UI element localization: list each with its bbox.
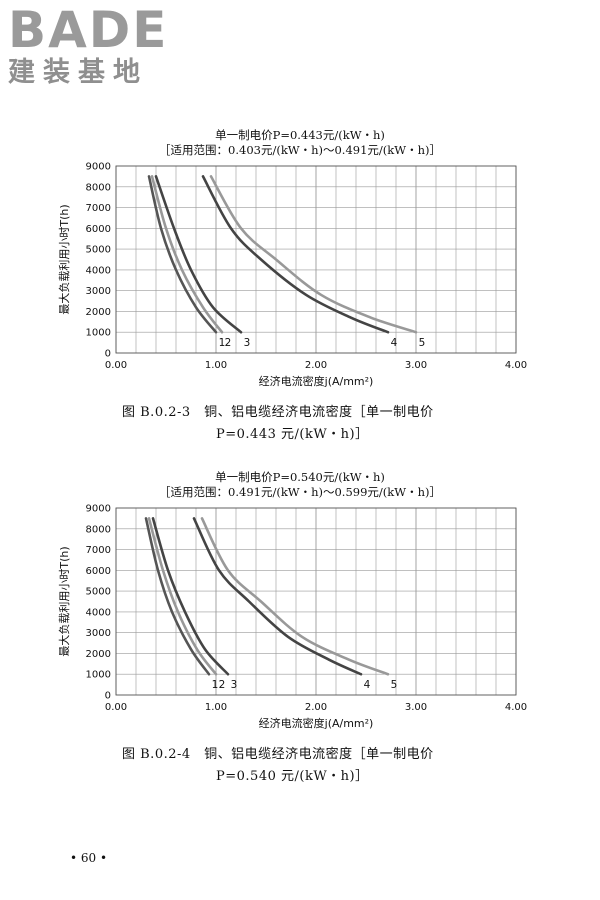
series-line-1 — [147, 175, 218, 334]
series-label-1: 1 — [219, 337, 226, 349]
y-tick-label: 1000 — [86, 328, 111, 339]
y-tick-label: 6000 — [86, 566, 111, 577]
y-tick-label: 0 — [105, 691, 111, 702]
x-tick-label: 1.00 — [205, 702, 227, 713]
y-tick-label: 2000 — [86, 307, 111, 318]
y-tick-label: 9000 — [86, 504, 111, 515]
y-tick-label: 2000 — [86, 649, 111, 660]
y-tick-label: 8000 — [86, 182, 111, 193]
series-label-2: 2 — [225, 337, 232, 349]
series-line-4 — [201, 175, 390, 334]
x-tick-label: 4.00 — [505, 702, 527, 713]
chart-1: 0 1000 2000 3000 4000 5000 6000 7000 8000 9000 0.0… — [57, 162, 527, 389]
chart-2-title: 单一制电价P=0.540元/(kW・h) — [215, 470, 385, 484]
x-tick-label: 0.00 — [105, 360, 127, 371]
x-tick-label: 3.00 — [405, 360, 427, 371]
chart-2-subtitle: ［适用范围：0.491元/(kW・h)～0.599元/(kW・h)］ — [159, 485, 441, 499]
plot-frame — [115, 165, 517, 354]
x-tick-label: 1.00 — [205, 360, 227, 371]
y-tick-label: 1000 — [86, 670, 111, 681]
figure-1-caption-line1: 图 B.0.2-3 铜、铝电缆经济电流密度［单一制电价 — [122, 405, 434, 420]
series-line-2 — [150, 175, 224, 334]
y-tick-label: 4000 — [86, 607, 111, 618]
y-tick-label: 3000 — [86, 628, 111, 639]
grid — [115, 507, 517, 696]
y-tick-label: 8000 — [86, 524, 111, 535]
series-label-5: 5 — [419, 337, 426, 349]
series-line-2 — [147, 517, 218, 676]
chart-1-subtitle: ［适用范围：0.403元/(kW・h)～0.491元/(kW・h)］ — [159, 143, 441, 157]
y-tick-label: 7000 — [86, 545, 111, 556]
series-label-1: 1 — [212, 679, 219, 691]
x-axis-label: 经济电流密度j(A/mm²) — [259, 716, 374, 730]
y-tick-label: 7000 — [86, 203, 111, 214]
series-label-3: 3 — [244, 337, 251, 349]
figure-2-caption-line1: 图 B.0.2-4 铜、铝电缆经济电流密度［单一制电价 — [122, 747, 434, 762]
x-axis-label: 经济电流密度j(A/mm²) — [259, 374, 374, 388]
series-line-4 — [192, 517, 363, 676]
series-label-4: 4 — [391, 337, 398, 349]
y-tick-label: 4000 — [86, 265, 111, 276]
chart-1-title: 单一制电价P=0.443元/(kW・h) — [215, 128, 385, 142]
x-tick-label: 4.00 — [505, 360, 527, 371]
series-line-1 — [144, 517, 211, 676]
y-tick-label: 9000 — [86, 162, 111, 173]
logo-subtitle: 建装基地 — [8, 57, 148, 88]
x-tick-label: 2.00 — [305, 702, 327, 713]
y-axis-label: 最大负载利用小时T(h) — [57, 546, 71, 656]
series-label-2: 2 — [219, 679, 226, 691]
y-tick-label: 0 — [105, 349, 111, 360]
figure-2-caption-line2: P=0.540 元/(kW・h)］ — [216, 769, 369, 784]
logo-text: BADE — [8, 1, 169, 59]
y-tick-label: 3000 — [86, 286, 111, 297]
x-tick-label: 3.00 — [405, 702, 427, 713]
figure-2-caption: 图 B.0.2-4 铜、铝电缆经济电流密度［单一制电价 P=0.540 元/(k… — [122, 744, 434, 788]
y-tick-label: 5000 — [86, 245, 111, 256]
page-number: • 60 • — [70, 851, 108, 865]
y-tick-label: 5000 — [86, 587, 111, 598]
figure-1-caption: 图 B.0.2-3 铜、铝电缆经济电流密度［单一制电价 P=0.443 元/(k… — [122, 402, 434, 446]
series-line-3 — [154, 175, 243, 334]
y-axis-label: 最大负载利用小时T(h) — [57, 204, 71, 314]
x-tick-label: 0.00 — [105, 702, 127, 713]
series-line-3 — [151, 517, 230, 676]
series-line-5 — [209, 175, 418, 334]
series-label-4: 4 — [364, 679, 371, 691]
series-line-5 — [200, 517, 390, 676]
brand-logo: BADE 建装基地 — [8, 4, 168, 88]
figure-1-caption-line2: P=0.443 元/(kW・h)］ — [216, 427, 369, 442]
x-tick-label: 2.00 — [305, 360, 327, 371]
series-label-3: 3 — [231, 679, 238, 691]
chart-2: 0 1000 2000 3000 4000 5000 6000 7000 8000 9000 0.0… — [57, 504, 527, 731]
series-label-5: 5 — [391, 679, 398, 691]
plot-frame — [115, 507, 517, 696]
y-tick-label: 6000 — [86, 224, 111, 235]
